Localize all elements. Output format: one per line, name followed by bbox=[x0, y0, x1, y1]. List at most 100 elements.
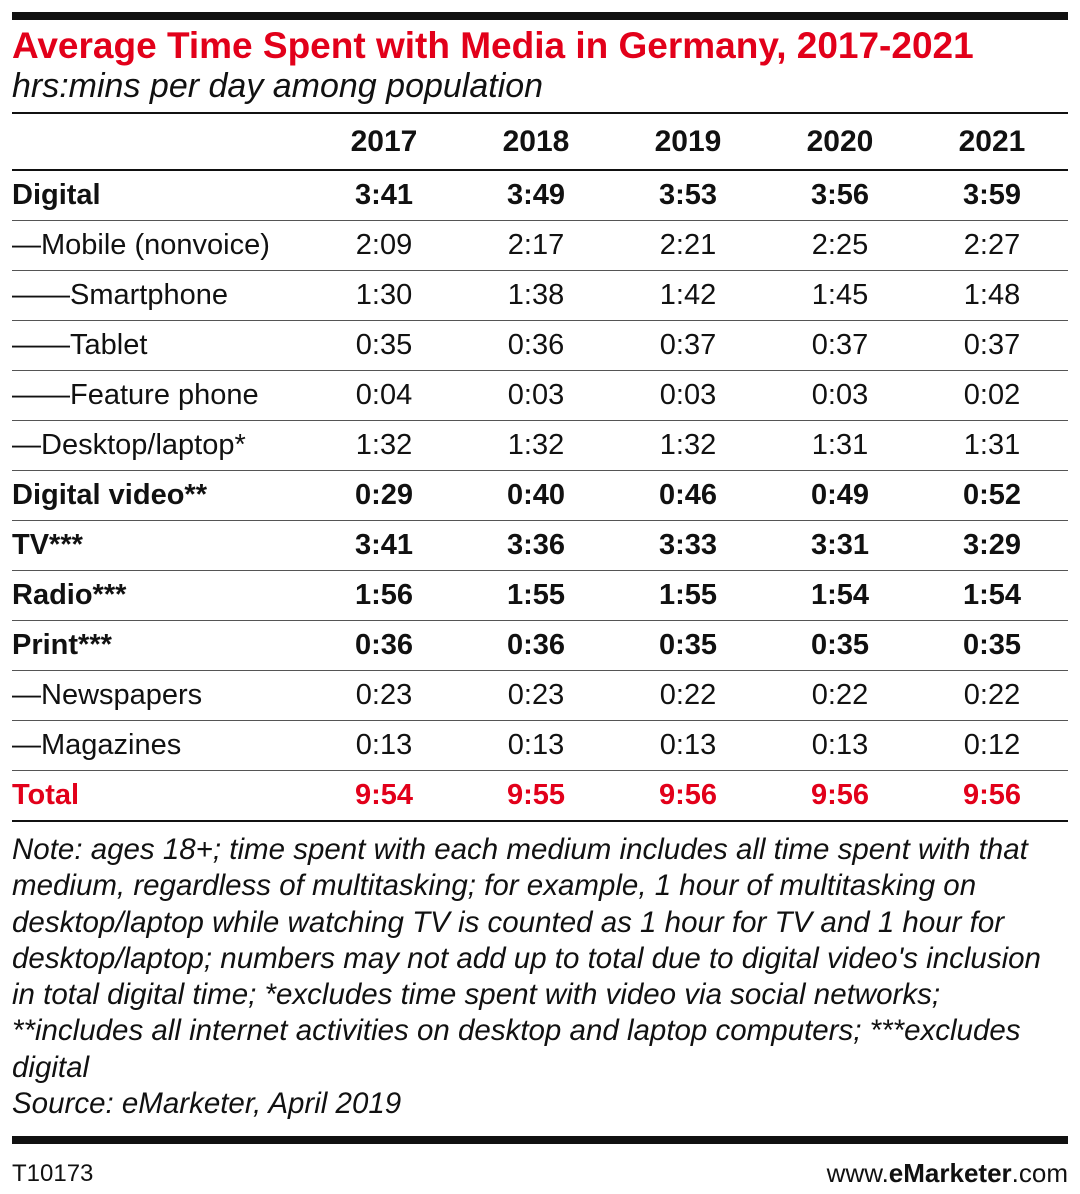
cell-value: 0:04 bbox=[308, 370, 460, 421]
row-label: —Magazines bbox=[12, 720, 308, 771]
cell-value: 3:41 bbox=[308, 170, 460, 221]
cell-value: 9:56 bbox=[612, 770, 764, 822]
cell-value: 0:36 bbox=[460, 320, 612, 371]
brand-suffix: .com bbox=[1011, 1158, 1068, 1189]
cell-value: 0:23 bbox=[308, 670, 460, 721]
row-label: Total bbox=[12, 770, 308, 822]
footer: T10173 www.eMarketer.com bbox=[12, 1154, 1068, 1194]
cell-value: 9:54 bbox=[308, 770, 460, 822]
row-label: ——Tablet bbox=[12, 320, 308, 371]
cell-value: 1:54 bbox=[916, 570, 1068, 621]
cell-value: 0:46 bbox=[612, 470, 764, 521]
table-body: Digital 3:41 3:49 3:53 3:56 3:59 —Mobile (nonv… bbox=[12, 170, 1068, 822]
top-rule bbox=[12, 12, 1068, 20]
cell-value: 2:09 bbox=[308, 220, 460, 271]
table-row: ——Feature phone 0:04 0:03 0:03 0:03 0:02 bbox=[12, 370, 1068, 421]
cell-value: 0:49 bbox=[764, 470, 916, 521]
cell-value: 0:35 bbox=[916, 620, 1068, 671]
row-label: Print*** bbox=[12, 620, 308, 671]
cell-value: 0:22 bbox=[916, 670, 1068, 721]
row-label: ——Smartphone bbox=[12, 270, 308, 321]
cell-value: 0:35 bbox=[764, 620, 916, 671]
header-rule bbox=[12, 112, 1068, 114]
cell-value: 0:40 bbox=[460, 470, 612, 521]
cell-value: 0:13 bbox=[460, 720, 612, 771]
table-row: ——Smartphone 1:30 1:38 1:42 1:45 1:48 bbox=[12, 270, 1068, 321]
cell-value: 0:02 bbox=[916, 370, 1068, 421]
row-label: ——Feature phone bbox=[12, 370, 308, 421]
cell-value: 0:36 bbox=[308, 620, 460, 671]
cell-value: 3:41 bbox=[308, 520, 460, 571]
cell-value: 2:21 bbox=[612, 220, 764, 271]
cell-value: 0:12 bbox=[916, 720, 1068, 771]
table-row: —Magazines 0:13 0:13 0:13 0:13 0:12 bbox=[12, 720, 1068, 771]
cell-value: 0:35 bbox=[308, 320, 460, 371]
chart-id: T10173 bbox=[12, 1160, 94, 1188]
data-table: 2017 2018 2019 2020 2021 Digital 3:41 3:49… bbox=[12, 114, 1068, 822]
column-header: 2019 bbox=[612, 114, 764, 171]
row-label: Digital bbox=[12, 170, 308, 221]
cell-value: 0:35 bbox=[612, 620, 764, 671]
cell-value: 2:25 bbox=[764, 220, 916, 271]
cell-value: 3:33 bbox=[612, 520, 764, 571]
column-header: 2020 bbox=[764, 114, 916, 171]
table-row: TV*** 3:41 3:36 3:33 3:31 3:29 bbox=[12, 520, 1068, 571]
cell-value: 2:27 bbox=[916, 220, 1068, 271]
cell-value: 1:30 bbox=[308, 270, 460, 321]
cell-value: 1:56 bbox=[308, 570, 460, 621]
cell-value: 1:55 bbox=[612, 570, 764, 621]
brand-name: eMarketer bbox=[888, 1158, 1012, 1189]
cell-value: 1:32 bbox=[612, 420, 764, 471]
chart-title: Average Time Spent with Media in Germany… bbox=[12, 25, 974, 66]
column-header: 2018 bbox=[460, 114, 612, 171]
table-row: —Desktop/laptop* 1:32 1:32 1:32 1:31 1:31 bbox=[12, 420, 1068, 471]
cell-value: 9:56 bbox=[916, 770, 1068, 822]
cell-value: 1:31 bbox=[764, 420, 916, 471]
footer-rule bbox=[12, 1136, 1068, 1145]
chart-container: Average Time Spent with Media in Germany… bbox=[12, 12, 1068, 1194]
table-row: Digital video** 0:29 0:40 0:46 0:49 0:52 bbox=[12, 470, 1068, 521]
footnote: Note: ages 18+; time spent with each med… bbox=[12, 832, 1068, 1122]
row-label: Radio*** bbox=[12, 570, 308, 621]
cell-value: 3:59 bbox=[916, 170, 1068, 221]
cell-value: 1:32 bbox=[460, 420, 612, 471]
cell-value: 3:56 bbox=[764, 170, 916, 221]
table-row: Print*** 0:36 0:36 0:35 0:35 0:35 bbox=[12, 620, 1068, 671]
cell-value: 0:52 bbox=[916, 470, 1068, 521]
cell-value: 0:03 bbox=[612, 370, 764, 421]
cell-value: 3:36 bbox=[460, 520, 612, 571]
row-label: —Newspapers bbox=[12, 670, 308, 721]
cell-value: 0:03 bbox=[460, 370, 612, 421]
cell-value: 1:55 bbox=[460, 570, 612, 621]
table-row: Radio*** 1:56 1:55 1:55 1:54 1:54 bbox=[12, 570, 1068, 621]
header-blank bbox=[12, 114, 308, 171]
brand-prefix: www. bbox=[826, 1158, 889, 1189]
cell-value: 1:45 bbox=[764, 270, 916, 321]
column-header: 2017 bbox=[308, 114, 460, 171]
cell-value: 1:32 bbox=[308, 420, 460, 471]
cell-value: 0:03 bbox=[764, 370, 916, 421]
cell-value: 0:29 bbox=[308, 470, 460, 521]
cell-value: 1:48 bbox=[916, 270, 1068, 321]
row-label: —Desktop/laptop* bbox=[12, 420, 308, 471]
cell-value: 0:13 bbox=[308, 720, 460, 771]
cell-value: 0:37 bbox=[612, 320, 764, 371]
table-row: —Newspapers 0:23 0:23 0:22 0:22 0:22 bbox=[12, 670, 1068, 721]
row-label: Digital video** bbox=[12, 470, 308, 521]
cell-value: 0:37 bbox=[916, 320, 1068, 371]
table-row: —Mobile (nonvoice) 2:09 2:17 2:21 2:25 2:27 bbox=[12, 220, 1068, 271]
cell-value: 1:54 bbox=[764, 570, 916, 621]
cell-value: 0:13 bbox=[612, 720, 764, 771]
cell-value: 1:31 bbox=[916, 420, 1068, 471]
cell-value: 2:17 bbox=[460, 220, 612, 271]
cell-value: 1:42 bbox=[612, 270, 764, 321]
cell-value: 9:55 bbox=[460, 770, 612, 822]
note-text: Note: ages 18+; time spent with each med… bbox=[12, 833, 1041, 1084]
cell-value: 1:38 bbox=[460, 270, 612, 321]
cell-value: 3:31 bbox=[764, 520, 916, 571]
cell-value: 0:22 bbox=[612, 670, 764, 721]
table-row: ——Tablet 0:35 0:36 0:37 0:37 0:37 bbox=[12, 320, 1068, 371]
cell-value: 0:13 bbox=[764, 720, 916, 771]
cell-value: 0:36 bbox=[460, 620, 612, 671]
source-text: Source: eMarketer, April 2019 bbox=[12, 1087, 402, 1121]
